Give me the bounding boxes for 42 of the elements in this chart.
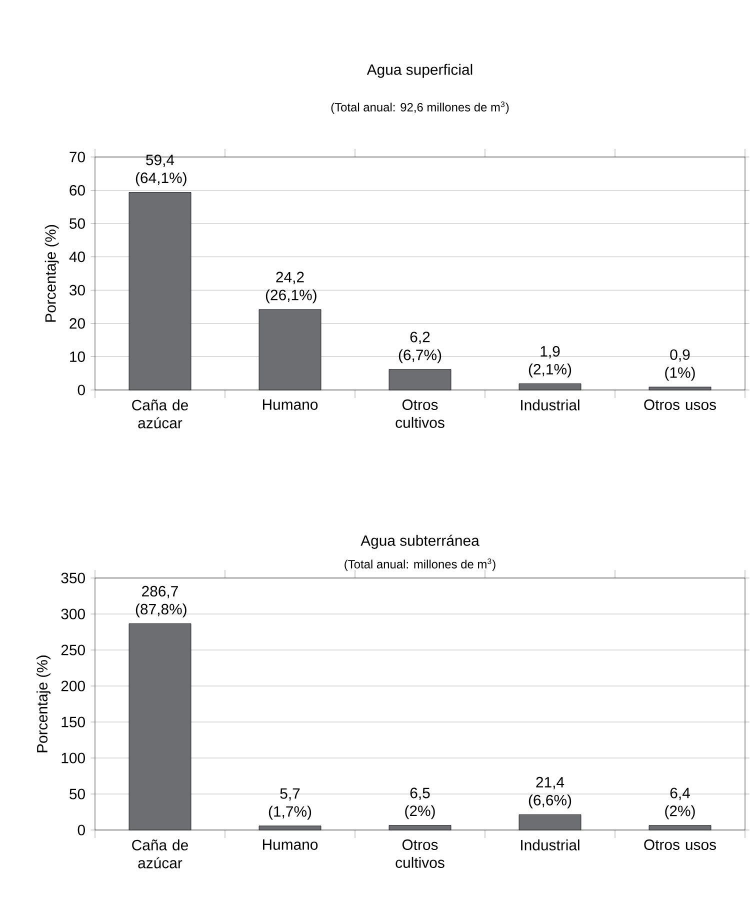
chart-subtitle: (Total anual: millones de m$^{3}$) <box>344 558 496 571</box>
chart-subtitle: (Total anual: 92,6 millones de m$^{3}$) <box>331 101 509 114</box>
y-tick-label: 50 <box>70 788 85 800</box>
x-tick-label: Humano <box>262 399 318 410</box>
x-tick-label: Otros cultivos <box>396 839 444 868</box>
chart-title: Agua subterránea <box>360 534 480 549</box>
y-axis-title: Porcentaje (%) <box>36 656 50 752</box>
y-tick-label: 0 <box>78 384 85 396</box>
x-tick-label: Otros usos <box>644 399 716 410</box>
y-tick-label: 10 <box>70 351 85 362</box>
data-label: 21,4 (6,6%) <box>528 776 572 808</box>
chart-title: Agua superficial <box>366 64 472 78</box>
x-tick-label: Caña de azúcar <box>132 399 188 428</box>
y-tick-label: 0 <box>78 824 85 836</box>
data-label: 5,7 (1,7%) <box>268 788 312 820</box>
data-label: 6,5 (2%) <box>405 788 435 820</box>
y-tick-label: 200 <box>61 680 85 692</box>
y-tick-label: 60 <box>70 184 85 196</box>
x-tick-label: Industrial <box>521 399 580 410</box>
y-tick-label: 70 <box>70 152 85 162</box>
y-tick-label: 100 <box>62 752 85 764</box>
y-tick-label: 150 <box>62 716 85 728</box>
data-label: 1,9 (2,1%) <box>528 346 572 378</box>
y-tick-label: 250 <box>61 644 85 656</box>
y-tick-label: 20 <box>70 318 85 329</box>
data-label: 59,4 (64,1%) <box>136 154 186 186</box>
y-tick-label: 300 <box>61 608 85 620</box>
x-tick-label: Industrial <box>521 839 580 850</box>
x-tick-label: Otros usos <box>644 839 716 850</box>
data-label: 0,9 (1%) <box>665 349 695 381</box>
x-tick-label: Otros cultivos <box>396 399 444 428</box>
y-tick-label: 40 <box>69 252 85 262</box>
data-label: 24,2 (26,1%) <box>266 272 316 304</box>
y-tick-label: 30 <box>70 284 85 296</box>
y-axis-title: Porcentaje (%) <box>44 225 59 322</box>
y-tick-label: 50 <box>70 218 85 229</box>
y-tick-label: 350 <box>61 572 85 584</box>
x-tick-label: Caña de azúcar <box>132 839 188 868</box>
data-label: 6,4 (2%) <box>665 788 695 820</box>
data-label: 286,7 (87,8%) <box>136 586 186 618</box>
x-tick-label: Humano <box>262 839 318 850</box>
data-label: 6,2 (6,7%) <box>398 332 442 364</box>
